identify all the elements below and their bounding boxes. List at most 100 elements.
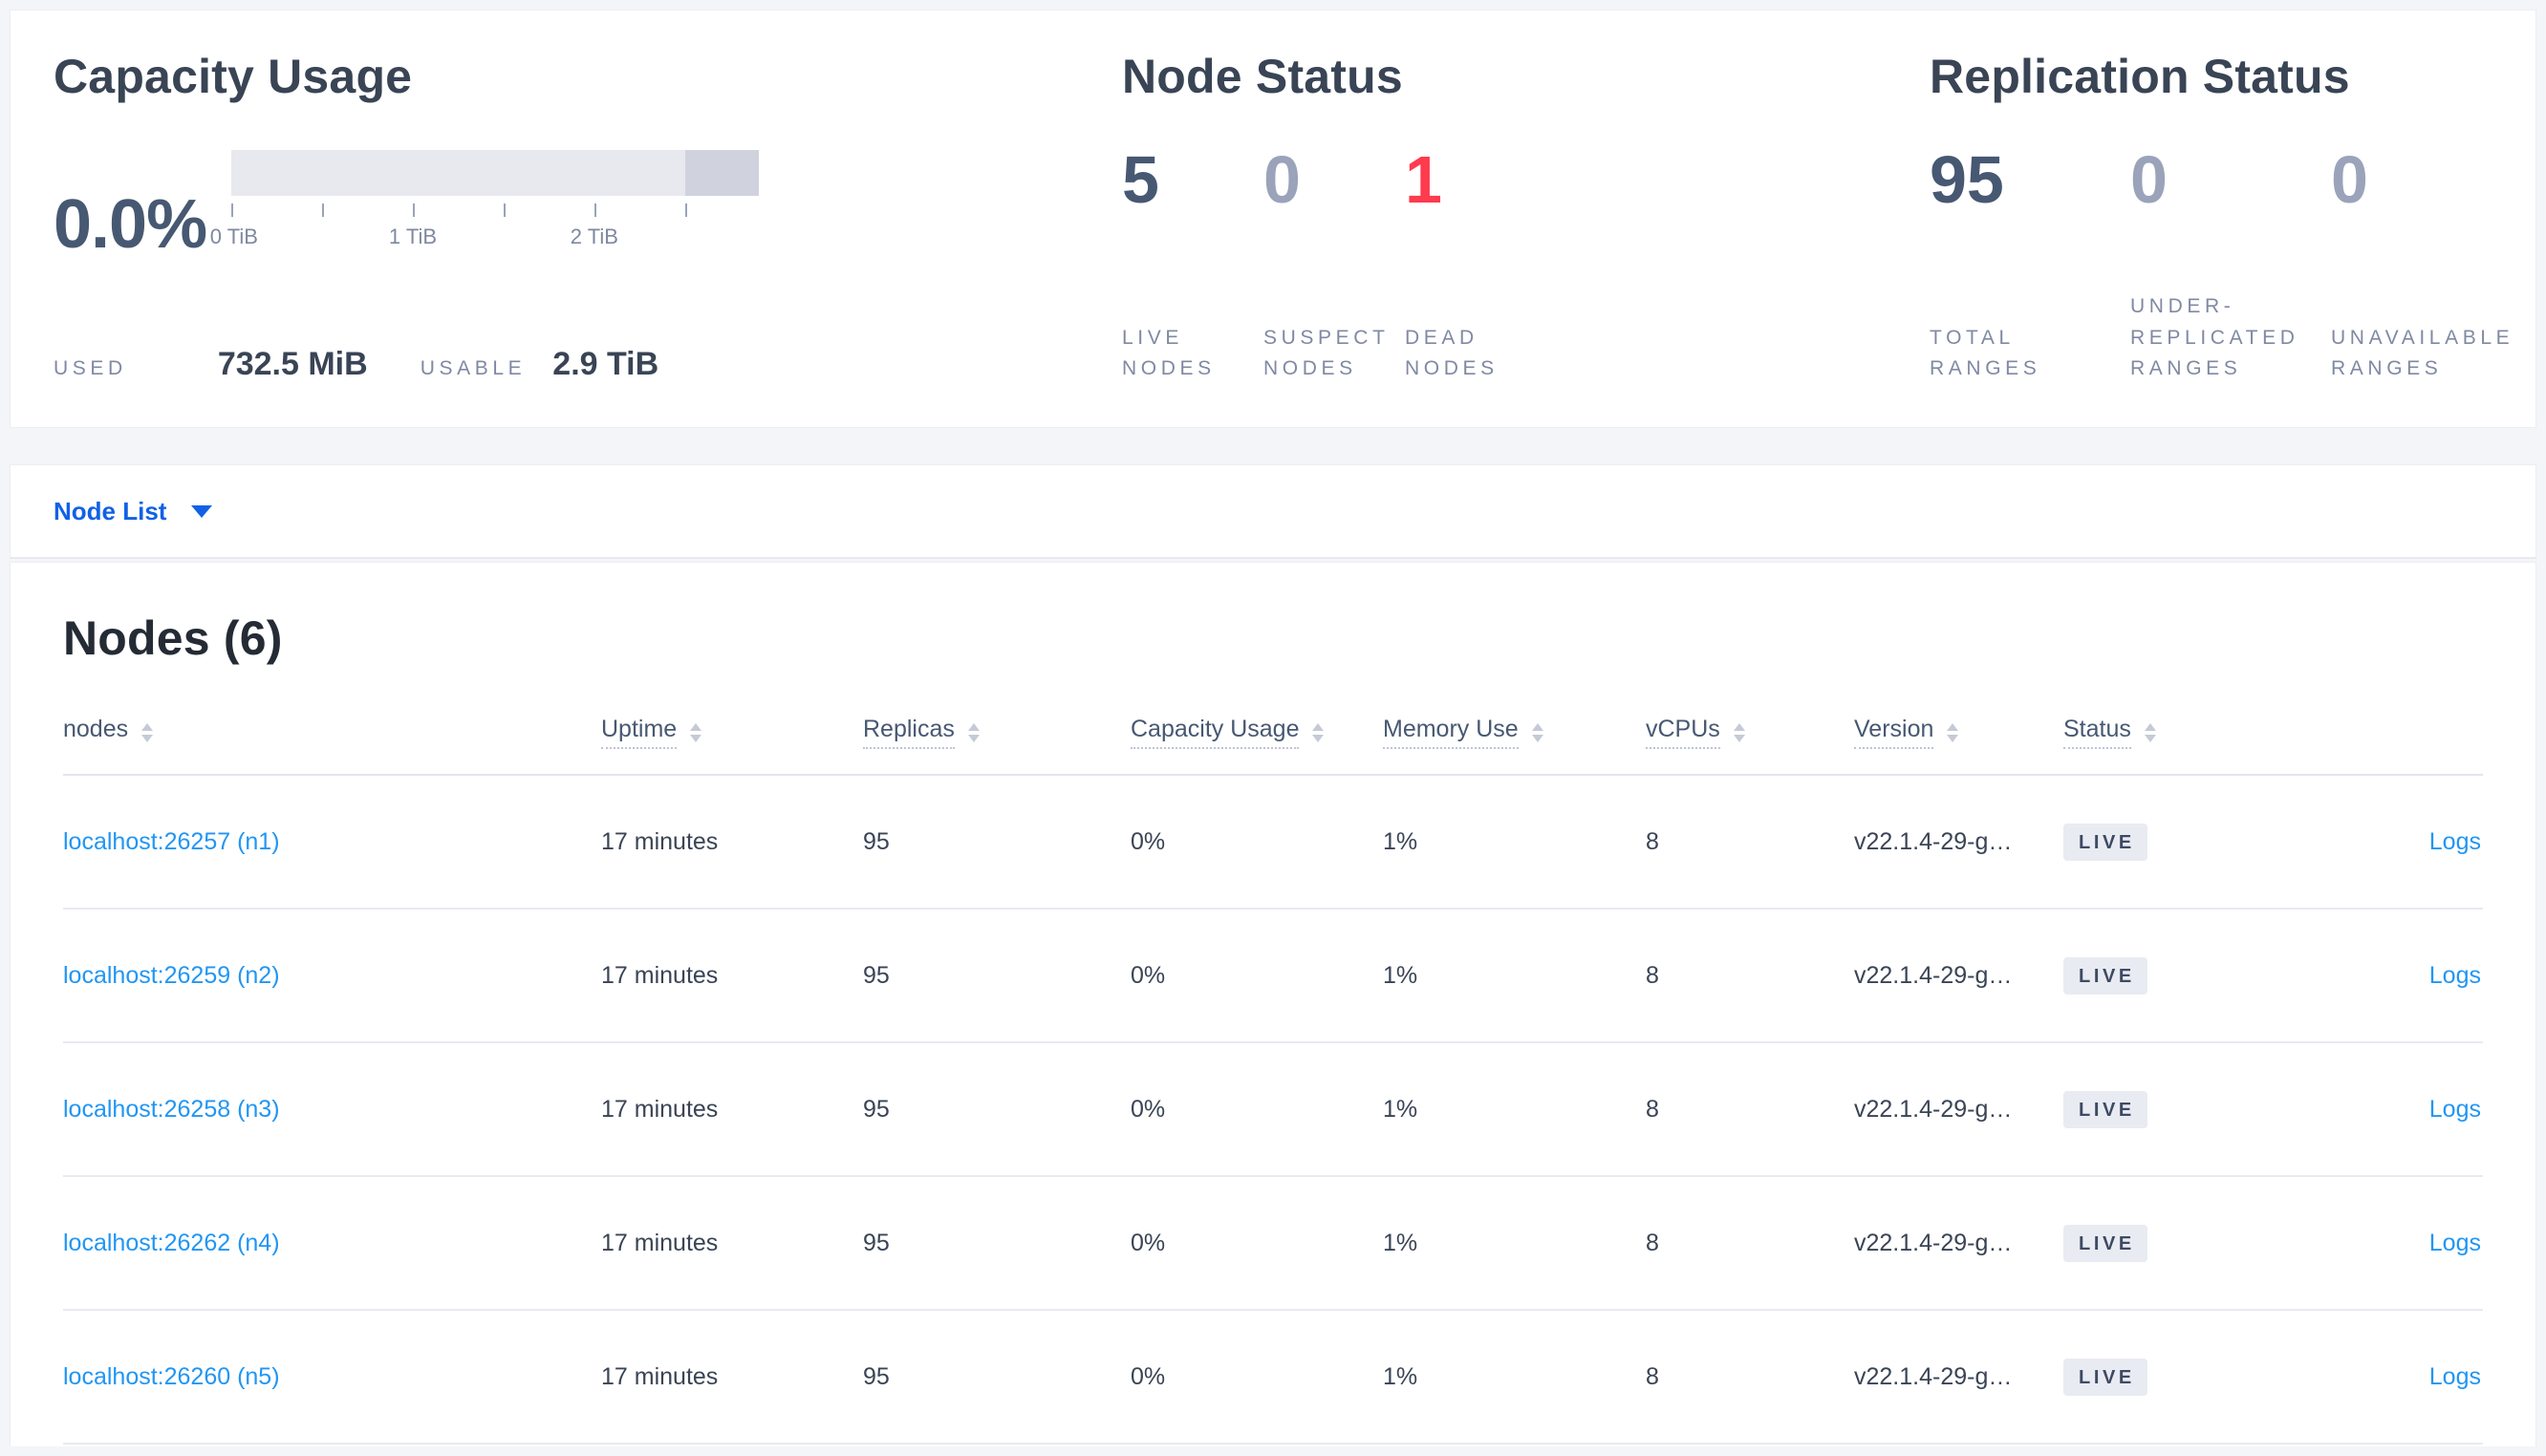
node-link[interactable]: localhost:26260 (n5) <box>63 1362 280 1390</box>
sort-icon <box>1947 722 1959 742</box>
logs-link[interactable]: Logs <box>2428 827 2481 855</box>
axis-tick <box>593 203 596 217</box>
usable-value: 2.9 TiB <box>552 346 659 383</box>
axis-tick-label: 1 TiB <box>388 225 438 248</box>
cluster-summary-card: Capacity Usage 0.0% <box>10 10 2536 428</box>
sort-icon <box>1312 722 1325 742</box>
uptime-cell: 17 minutes <box>601 827 719 855</box>
live-nodes-label: LIVE NODES <box>1122 326 1216 380</box>
capacity-usage-chart: 0.0% 0 TiB <box>54 150 1122 259</box>
used-value: 732.5 MiB <box>217 346 368 383</box>
total-ranges-value: 95 <box>1930 142 2004 217</box>
sort-icon <box>690 722 702 742</box>
sort-icon <box>1531 722 1543 742</box>
suspect-nodes-label: SUSPECT NODES <box>1263 326 1390 380</box>
uptime-cell: 17 minutes <box>601 1095 719 1123</box>
version-cell: v22.1.4-29-g… <box>1854 1229 2013 1256</box>
memory-use-cell: 1% <box>1383 961 1418 989</box>
capacity-bar <box>231 150 760 196</box>
node-status-title: Node Status <box>1122 50 1403 103</box>
sort-icon <box>2144 722 2156 742</box>
replicas-cell: 95 <box>863 827 890 855</box>
view-dropdown-label: Node List <box>54 496 167 525</box>
axis-tick <box>412 203 415 217</box>
dead-nodes-label: DEAD NODES <box>1405 326 1499 380</box>
column-header-memory-use[interactable]: Memory Use <box>1383 716 1646 749</box>
status-badge: LIVE <box>2063 1358 2147 1396</box>
column-header-capacity-usage[interactable]: Capacity Usage <box>1131 716 1383 749</box>
logs-link[interactable]: Logs <box>2428 1095 2481 1123</box>
column-header-vcpus[interactable]: vCPUs <box>1646 716 1854 749</box>
sort-icon <box>1733 722 1745 742</box>
capacity-usage-cell: 0% <box>1131 1362 1166 1390</box>
replication-status-stats: 95 TOTAL RANGES 0 UNDER-REPLICATED RANGE… <box>1930 146 2535 385</box>
live-nodes-stat: 5 LIVE NODES <box>1122 146 1263 385</box>
suspect-nodes-value: 0 <box>1263 142 1301 217</box>
replicas-cell: 95 <box>863 1095 890 1123</box>
replicas-cell: 95 <box>863 1362 890 1390</box>
capacity-usage-cell: 0% <box>1131 827 1166 855</box>
uptime-cell: 17 minutes <box>601 1229 719 1256</box>
total-ranges-label: TOTAL RANGES <box>1930 326 2041 380</box>
node-link[interactable]: localhost:26262 (n4) <box>63 1229 280 1256</box>
logs-link[interactable]: Logs <box>2428 1362 2481 1390</box>
memory-use-cell: 1% <box>1383 827 1418 855</box>
vcpus-cell: 8 <box>1646 961 1659 989</box>
under-replicated-ranges-value: 0 <box>2130 142 2168 217</box>
view-dropdown[interactable]: Node List <box>54 496 213 526</box>
table-header-row: nodes Uptime Replicas Capacity Usage Mem… <box>63 716 2483 776</box>
version-cell: v22.1.4-29-g… <box>1854 961 2013 989</box>
unavailable-ranges-value: 0 <box>2331 142 2368 217</box>
table-row: localhost:26258 (n3) 17 minutes 95 0% 1%… <box>63 1043 2483 1177</box>
capacity-legend: USED 732.5 MiB USABLE 2.9 TiB <box>54 346 1122 385</box>
axis-tick-label: 0 TiB <box>209 225 258 248</box>
node-link[interactable]: localhost:26259 (n2) <box>63 961 280 989</box>
table-row: localhost:26257 (n1) 17 minutes 95 0% 1%… <box>63 776 2483 910</box>
version-cell: v22.1.4-29-g… <box>1854 1362 2013 1390</box>
replication-status-section: Replication Status 95 TOTAL RANGES 0 UND… <box>1930 49 2535 385</box>
capacity-usage-cell: 0% <box>1131 961 1166 989</box>
live-nodes-value: 5 <box>1122 142 1159 217</box>
usable-label: USABLE <box>420 357 527 380</box>
suspect-nodes-stat: 0 SUSPECT NODES <box>1263 146 1405 385</box>
capacity-bar-other-segment <box>684 150 760 196</box>
capacity-bar-chart: 0 TiB 1 TiB 2 TiB <box>210 150 760 259</box>
replicas-cell: 95 <box>863 1229 890 1256</box>
memory-use-cell: 1% <box>1383 1362 1418 1390</box>
table-row: localhost:26260 (n5) 17 minutes 95 0% 1%… <box>63 1311 2483 1445</box>
column-header-uptime[interactable]: Uptime <box>601 716 863 749</box>
node-link[interactable]: localhost:26257 (n1) <box>63 827 280 855</box>
nodes-panel: Nodes (6) nodes Uptime Replicas Capacity… <box>10 562 2536 1446</box>
node-status-section: Node Status 5 LIVE NODES 0 SUSPECT NODES… <box>1122 49 1930 385</box>
version-cell: v22.1.4-29-g… <box>1854 827 2013 855</box>
axis-tick <box>231 203 234 217</box>
memory-use-cell: 1% <box>1383 1095 1418 1123</box>
logs-link[interactable]: Logs <box>2428 1229 2481 1256</box>
replicas-cell: 95 <box>863 961 890 989</box>
column-header-nodes[interactable]: nodes <box>63 716 601 749</box>
total-ranges-stat: 95 TOTAL RANGES <box>1930 146 2130 385</box>
column-header-replicas[interactable]: Replicas <box>863 716 1131 749</box>
column-header-status[interactable]: Status <box>2063 716 2336 749</box>
uptime-cell: 17 minutes <box>601 1362 719 1390</box>
vcpus-cell: 8 <box>1646 1229 1659 1256</box>
capacity-usage-title: Capacity Usage <box>54 50 413 103</box>
capacity-usage-section: Capacity Usage 0.0% <box>54 49 1122 385</box>
column-header-version[interactable]: Version <box>1854 716 2063 749</box>
axis-tick <box>503 203 506 217</box>
sort-icon <box>141 722 154 742</box>
nodes-title: Nodes (6) <box>63 611 283 665</box>
dead-nodes-value: 1 <box>1405 142 1442 217</box>
capacity-axis-ticks <box>231 203 759 217</box>
status-badge: LIVE <box>2063 1090 2147 1128</box>
status-badge: LIVE <box>2063 823 2147 861</box>
vcpus-cell: 8 <box>1646 1362 1659 1390</box>
table-row: localhost:26262 (n4) 17 minutes 95 0% 1%… <box>63 1177 2483 1311</box>
capacity-used-percent: 0.0% <box>54 186 207 263</box>
node-link[interactable]: localhost:26258 (n3) <box>63 1095 280 1123</box>
status-badge: LIVE <box>2063 1224 2147 1262</box>
used-label: USED <box>54 357 127 380</box>
axis-tick <box>684 203 687 217</box>
logs-link[interactable]: Logs <box>2428 961 2481 989</box>
